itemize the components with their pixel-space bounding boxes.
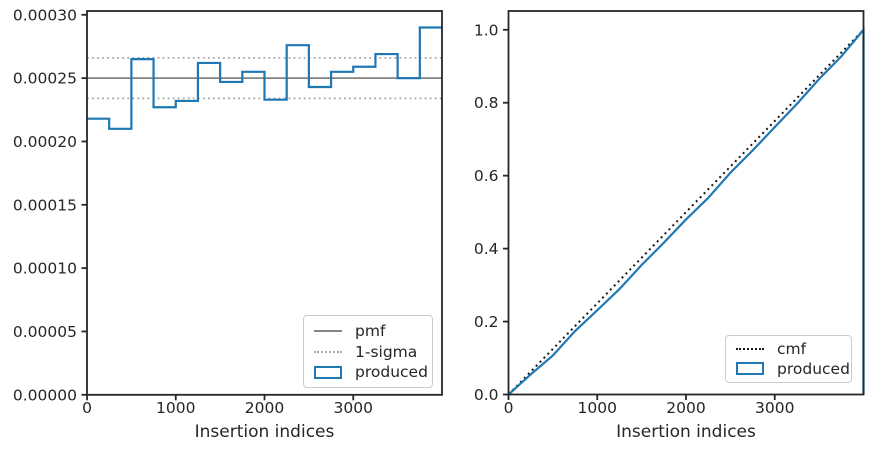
x-tick-label: 3000 (755, 399, 794, 417)
x-tick-label: 1000 (578, 399, 617, 417)
plot-left: 0 1000 2000 3000 0.00000 0.00005 0.00010 0.0001… (13, 6, 443, 417)
left-plot-xaxis-label: Insertion indices (194, 422, 335, 442)
legend-entry: produced (736, 360, 850, 378)
y-tick-label: 0.6 (474, 167, 499, 185)
y-tick-label: 0.0 (474, 386, 499, 404)
y-tick-label: 1.0 (474, 21, 499, 39)
produced-step-curve (87, 26, 442, 130)
legend-swatch-dotted-line (314, 350, 342, 353)
right-plot-xaxis-label: Insertion indices (616, 422, 756, 442)
legend-entry: 1-sigma (314, 343, 422, 361)
y-tick-label: 0.00000 (13, 386, 77, 404)
legend-entry: produced (314, 363, 428, 381)
x-tick-label: 0 (82, 399, 92, 417)
x-tick-label: 3000 (334, 399, 373, 417)
legend-swatch-rect (314, 365, 342, 379)
y-tick-label: 0.00005 (13, 323, 77, 341)
legend-label: produced (777, 359, 850, 378)
legend-label: pmf (355, 321, 386, 340)
x-tick-label: 1000 (156, 399, 195, 417)
produced-curve (507, 26, 865, 396)
y-tick-label: 0.4 (474, 240, 499, 258)
cmf-curve (507, 29, 865, 396)
y-tick-label: 0.00010 (13, 260, 77, 278)
y-tick-label: 0.00015 (13, 196, 77, 214)
legend-label: 1-sigma (355, 342, 418, 361)
plot-right: 0 1000 2000 3000 0.0 0.2 0.4 0.6 0.8 1.0 (474, 10, 865, 417)
legend-swatch-line (314, 329, 342, 332)
legend-entry: pmf (314, 322, 422, 340)
legend-entry: cmf (736, 340, 841, 358)
x-tick-label: 0 (504, 399, 514, 417)
y-tick-label: 0.00020 (13, 133, 77, 151)
legend-swatch-dotted-line (736, 348, 764, 351)
y-tick-label: 0.8 (474, 94, 499, 112)
x-tick-label: 2000 (245, 399, 284, 417)
legend-label: produced (355, 363, 428, 382)
x-tick-label: 2000 (666, 399, 705, 417)
legend-swatch-rect (736, 362, 764, 376)
legend-label: cmf (777, 340, 807, 359)
y-tick-label: 0.00025 (13, 70, 77, 88)
y-tick-label: 0.00030 (13, 6, 77, 24)
y-tick-label: 0.2 (474, 313, 499, 331)
left-plot-legend: pmf 1-sigma produced (303, 315, 433, 388)
right-plot-legend: cmf produced (725, 335, 852, 383)
